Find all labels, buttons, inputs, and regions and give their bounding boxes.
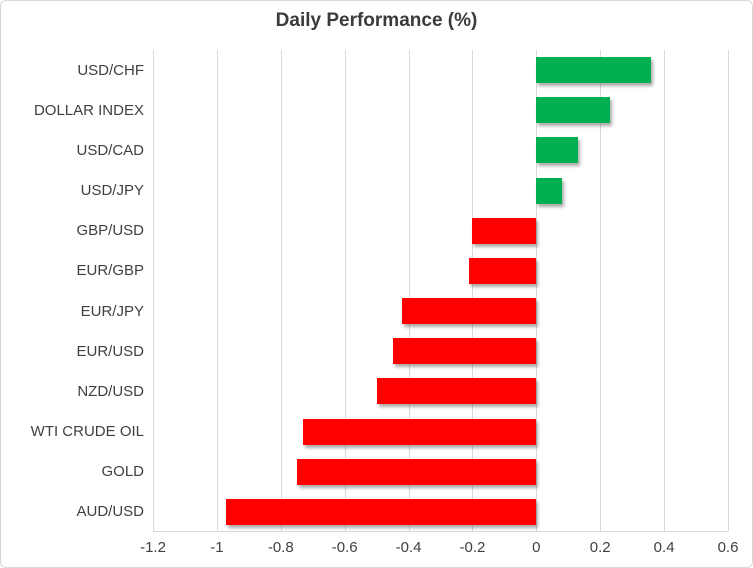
bar-row-aud-usd: AUD/USD: [1, 492, 728, 532]
x-tick-label--0.8: -0.8: [267, 539, 294, 556]
category-label-gold: GOLD: [101, 463, 144, 481]
bar-row-eur-gbp: EUR/GBP: [1, 251, 728, 291]
chart-title: Daily Performance (%): [275, 10, 478, 31]
category-label-wti-crude-oil: WTI CRUDE OIL: [30, 423, 144, 441]
bar-track-dollar-index: [153, 90, 728, 130]
gridline-0.2: [600, 50, 602, 531]
bar-row-gbp-usd: GBP/USD: [1, 211, 728, 251]
x-axis: -1.2 -1 -0.8 -0.6 -0.4 -0.2 0 0.2 0.4 0.6: [140, 539, 738, 561]
bar-track-eur-usd: [153, 331, 728, 371]
bar-nzd-usd: [376, 378, 537, 405]
bar-gold: [296, 458, 537, 485]
x-tick-label--1.2: -1.2: [140, 539, 166, 556]
bar-aud-usd: [226, 498, 537, 525]
x-tick-label-0.6: 0.6: [717, 539, 739, 556]
gridline--0.8: [280, 50, 282, 531]
bar-row-eur-jpy: EUR/JPY: [1, 291, 728, 331]
x-tick-label-0.4: 0.4: [653, 539, 675, 556]
bar-usd-jpy: [536, 177, 562, 204]
bar-track-wti-crude-oil: [153, 412, 728, 452]
gridline-0.4: [664, 50, 666, 531]
gridline--1.2: [153, 50, 154, 531]
bar-row-usd-cad: USD/CAD: [1, 130, 728, 170]
bar-row-eur-usd: EUR/USD: [1, 331, 728, 371]
bar-wti-crude-oil: [303, 418, 537, 445]
x-tick-label--0.2: -0.2: [459, 539, 486, 556]
gridline--0.2: [472, 50, 474, 531]
category-label-aud-usd: AUD/USD: [76, 503, 144, 521]
gridline--0.4: [408, 50, 410, 531]
gridline-0.6: [728, 50, 729, 531]
bar-eur-usd: [392, 338, 537, 365]
bar-dollar-index: [536, 97, 610, 124]
category-label-usd-jpy: USD/JPY: [80, 182, 144, 200]
bar-row-usd-jpy: USD/JPY: [1, 171, 728, 211]
category-label-eur-gbp: EUR/GBP: [76, 262, 144, 280]
gridline--0.6: [344, 50, 346, 531]
bar-row-dollar-index: DOLLAR INDEX: [1, 90, 728, 130]
bar-usd-cad: [536, 137, 578, 164]
x-tick-label-0.2: 0.2: [589, 539, 611, 556]
bar-row-usd-chf: USD/CHF: [1, 50, 728, 90]
bar-track-eur-gbp: [153, 251, 728, 291]
bar-track-gbp-usd: [153, 211, 728, 251]
category-label-nzd-usd: NZD/USD: [77, 382, 144, 400]
plot-area: [153, 50, 729, 532]
bar-track-aud-usd: [153, 492, 728, 532]
x-tick-label-0: 0: [532, 539, 541, 556]
gridline--1: [216, 50, 218, 531]
bar-track-usd-jpy: [153, 171, 728, 211]
bar-track-usd-cad: [153, 130, 728, 170]
gridline-0: [536, 50, 538, 531]
bar-track-eur-jpy: [153, 291, 728, 331]
category-label-gbp-usd: GBP/USD: [76, 222, 144, 240]
bar-track-usd-chf: [153, 50, 728, 90]
bar-row-gold: GOLD: [1, 452, 728, 492]
bar-track-gold: [153, 452, 728, 492]
category-label-eur-usd: EUR/USD: [76, 342, 144, 360]
bar-usd-chf: [536, 57, 652, 84]
bar-row-wti-crude-oil: WTI CRUDE OIL: [1, 412, 728, 452]
category-label-usd-cad: USD/CAD: [76, 141, 144, 159]
bar-track-nzd-usd: [153, 371, 728, 411]
bar-rows: USD/CHF DOLLAR INDEX USD/CAD USD/JPY GBP/USD…: [1, 50, 728, 532]
x-tick-label--1: -1: [210, 539, 224, 556]
category-label-dollar-index: DOLLAR INDEX: [33, 101, 144, 119]
category-label-eur-jpy: EUR/JPY: [80, 302, 144, 320]
x-tick-label--0.4: -0.4: [395, 539, 422, 556]
bar-row-nzd-usd: NZD/USD: [1, 371, 728, 411]
bar-eur-gbp: [469, 257, 537, 284]
x-tick-label--0.6: -0.6: [331, 539, 358, 556]
bar-eur-jpy: [402, 298, 537, 325]
bar-gbp-usd: [472, 217, 537, 244]
category-label-usd-chf: USD/CHF: [77, 61, 144, 79]
